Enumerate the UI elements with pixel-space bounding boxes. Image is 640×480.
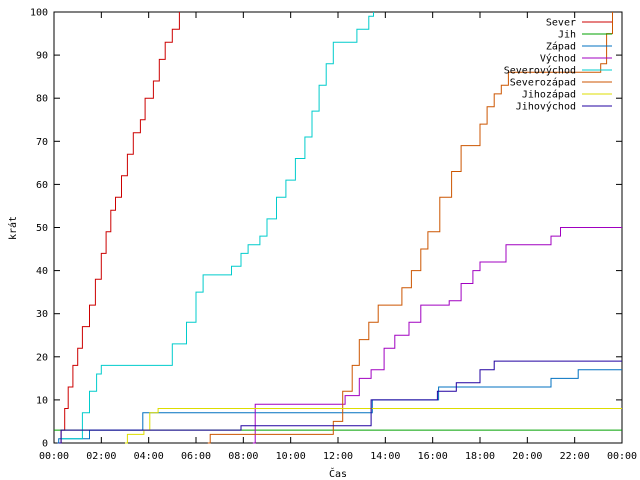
series-line-z-pad [57,369,622,444]
x-tick-label: 04:00 [134,451,164,462]
y-tick-label: 90 [36,51,48,62]
x-tick-label: 06:00 [181,451,211,462]
x-tick-label: 22:00 [560,451,590,462]
series-line-jihoz-pad [125,408,622,444]
x-tick-label: 02:00 [86,451,116,462]
y-tick-label: 100 [30,8,48,19]
x-axis: 00:00 02:00 04:00 06:00 08:00 10:00 12:00 14:00… [39,12,637,462]
x-tick-label: 10:00 [276,451,306,462]
y-axis: 0 10 20 30 40 50 60 70 80 90 100 [30,8,622,450]
legend-label: Jihozápad [522,89,576,101]
y-tick-label: 80 [36,94,48,105]
x-tick-label: 08:00 [228,451,258,462]
x-tick-label: 16:00 [418,451,448,462]
x-tick-label: 00:00 [39,451,69,462]
y-tick-label: 0 [42,439,48,450]
legend-label: Jihovýchod [516,101,576,113]
x-tick-label: 12:00 [323,451,353,462]
series-group [54,12,622,444]
x-tick-label: 20:00 [512,451,542,462]
y-tick-label: 70 [36,137,48,148]
legend-label: Západ [546,41,576,53]
x-tick-label: 00:00 [607,451,637,462]
legend-label: Severovýchod [504,65,576,77]
y-axis-title: krát [7,216,19,240]
y-tick-label: 10 [36,395,48,406]
series-line-severoz-pad [207,12,613,444]
legend: SeverJihZápadVýchodSeverovýchodSeverozáp… [504,18,612,113]
x-tick-label: 18:00 [465,451,495,462]
legend-label: Sever [546,18,576,29]
x-axis-title: Čas [329,467,347,480]
series-line-severov-chod [61,12,374,440]
y-tick-label: 30 [36,309,48,320]
y-tick-label: 60 [36,180,48,191]
legend-label: Severozápad [510,77,576,89]
y-tick-label: 50 [36,223,48,234]
x-tick-label: 14:00 [370,451,400,462]
legend-label: Jih [558,30,576,41]
series-line-v-chod [252,227,622,444]
series-line-jihov-chod [58,360,622,444]
y-tick-label: 20 [36,352,48,363]
y-tick-label: 40 [36,266,48,277]
legend-label: Východ [540,53,576,65]
series-line-sever [58,12,180,444]
